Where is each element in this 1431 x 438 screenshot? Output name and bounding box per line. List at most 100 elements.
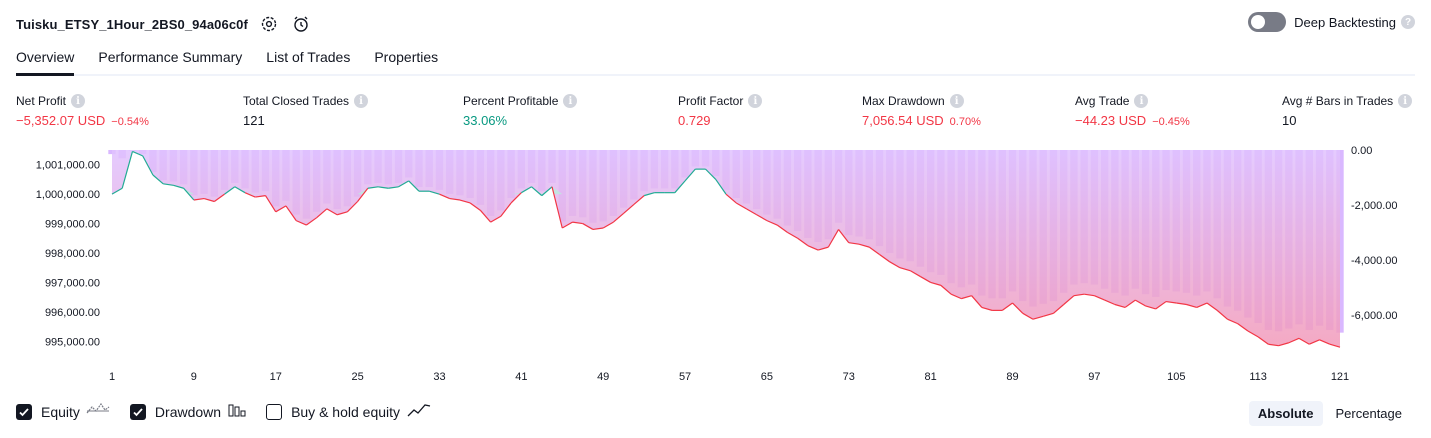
equity-segment [367,186,379,189]
right-y-axis: 0.00 -2,000.00 -4,000.00 -6,000.00 [1351,145,1397,322]
absolute-button[interactable]: Absolute [1248,401,1323,426]
x-axis-tick: 1 [109,371,115,383]
x-axis-tick: 105 [1167,371,1185,383]
equity-segment [807,245,819,251]
metric-value: −44.23 USD [1075,113,1147,128]
equity-segment [1084,293,1095,297]
x-axis-tick: 65 [761,371,773,383]
chart-legend: Equity Drawdown Buy & hold equity [16,402,451,420]
metric-max-drawdown: Max Drawdown i 7,056.54 USD 0.70% [862,94,981,128]
equity-segment [295,220,307,226]
equity-segment [357,187,369,202]
settings-gear-icon[interactable] [258,13,280,35]
equity-segment [592,227,604,231]
drawdown-checkbox[interactable]: Drawdown [129,403,246,420]
equity-segment [255,195,266,198]
equity-segment [827,229,840,248]
alert-clock-icon[interactable] [290,13,312,35]
tab-list-of-trades[interactable]: List of Trades [266,49,351,65]
equity-segment [336,211,348,216]
equity-segment [950,293,962,300]
tab-overview[interactable]: Overview [16,46,75,76]
equity-segment [1257,336,1269,345]
deep-backtesting-toggle[interactable] [1248,12,1287,32]
equity-segment [439,193,450,200]
equity-segment [1329,343,1341,348]
equity-segment [909,270,921,278]
x-axis-tick: 9 [191,371,197,383]
equity-segment [776,224,788,233]
tab-performance-summary[interactable]: Performance Summary [98,49,243,65]
equity-segment [479,209,492,223]
metric-label: Profit Factor [678,94,744,108]
equity-segment [1053,304,1065,314]
info-icon[interactable]: i [563,94,578,108]
info-icon[interactable]: i [748,94,763,108]
percentage-button[interactable]: Percentage [1335,406,1403,421]
equity-segment [1094,295,1105,301]
x-axis-tick: 49 [597,371,609,383]
below-equity-fill [112,151,1340,386]
metric-value: 33.06% [463,113,508,128]
tab-bar: Overview Performance Summary List of Tra… [16,46,1415,76]
equity-segment [541,186,553,197]
metric-value: −5,352.07 USD [16,113,106,128]
equity-wave-icon [86,402,110,420]
equity-segment [224,186,236,195]
metric-label: Avg Trade [1075,94,1130,108]
x-axis-tick: 33 [433,371,445,383]
left-axis-tick: 996,000.00 [45,307,100,319]
right-axis-tick: -2,000.00 [1351,200,1397,212]
metric-value: 0.729 [678,113,711,128]
checkbox-checked-icon[interactable] [129,403,146,420]
equity-segment [1124,299,1136,308]
equity-segment [879,253,891,263]
equity-segment [1278,342,1289,347]
checkbox-checked-icon[interactable] [16,403,32,420]
metric-label: Total Closed Trades [243,94,350,108]
help-icon[interactable]: ? [1401,15,1415,29]
equity-segment [1288,337,1300,344]
scale-mode-switch: Absolute Percentage [1245,401,1411,426]
equity-segment [1073,293,1085,297]
equity-segment [817,246,829,251]
equity-segment [1032,315,1044,320]
equity-segment [264,195,277,213]
info-icon[interactable]: i [1134,94,1149,108]
equity-segment [326,208,338,216]
tab-properties[interactable]: Properties [374,49,439,65]
buy-hold-equity-checkbox[interactable]: Buy & hold equity [266,403,431,420]
info-icon[interactable]: i [71,94,86,108]
equity-segment [756,214,768,222]
buy-hold-label: Buy & hold equity [291,403,401,420]
metric-total-closed-trades: Total Closed Trades i 121 [243,94,369,128]
x-axis-tick: 41 [515,371,527,383]
equity-segment [1247,330,1259,338]
equity-segment [1165,300,1177,304]
equity-segment [388,186,399,189]
equity-checkbox[interactable]: Equity [16,402,110,420]
equity-segment [633,195,645,205]
equity-segment [1227,318,1238,325]
equity-segment [971,295,983,308]
equity-segment [1319,339,1331,345]
equity-drawdown-chart[interactable]: 1,001,000.00 1,000,000.00 999,000.00 998,00… [0,140,1431,395]
equity-segment [602,221,614,229]
info-icon[interactable]: i [1398,94,1413,108]
equity-segment [561,221,573,229]
metric-profit-factor: Profit Factor i 0.729 [678,94,763,128]
info-icon[interactable]: i [354,94,369,108]
equity-segment [234,186,246,194]
equity-segment [797,237,809,247]
metric-percent: −0.54% [111,116,149,128]
equity-label: Equity [41,403,80,420]
metric-label: Max Drawdown [862,94,945,108]
metric-percent-profitable: Percent Profitable i 33.06% [463,94,578,128]
info-icon[interactable]: i [949,94,964,108]
metric-value: 10 [1282,113,1297,128]
equity-line [111,150,1341,348]
checkbox-unchecked-icon[interactable] [266,403,283,420]
metric-percent: 0.70% [949,116,981,128]
equity-segment [725,193,737,204]
equity-segment [1135,299,1146,307]
